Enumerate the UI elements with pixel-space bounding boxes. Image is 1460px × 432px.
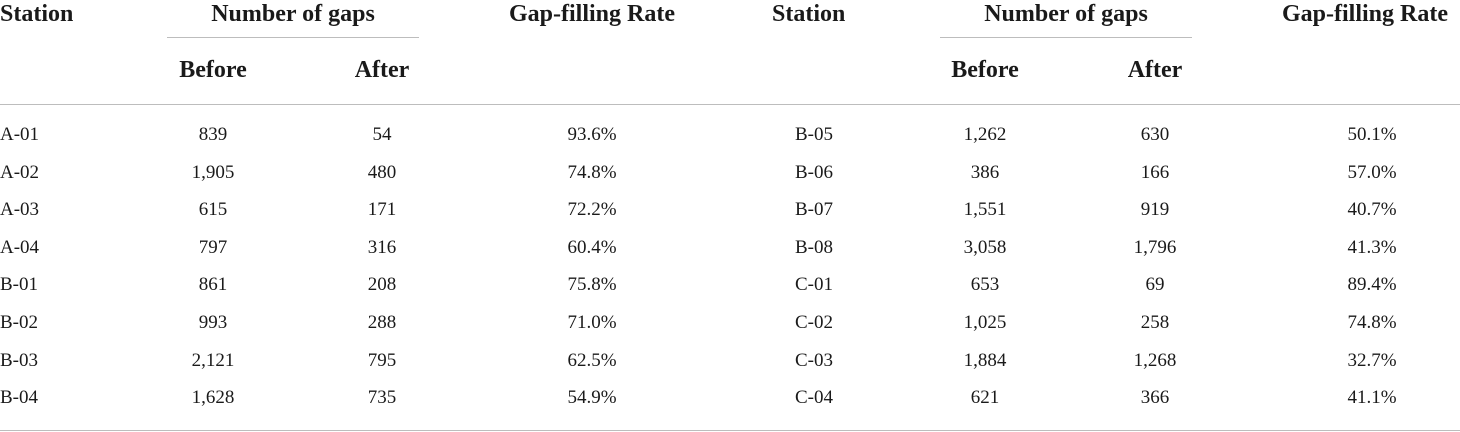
station-cell: C-01 [795, 274, 833, 295]
after-cell: 630 [1140, 124, 1170, 145]
rate-cell: 41.3% [1347, 237, 1397, 258]
rate-cell: 41.1% [1347, 387, 1397, 408]
after-cell: 258 [1140, 312, 1170, 333]
rate-cell: 74.8% [1347, 312, 1397, 333]
rate-cell: 72.2% [567, 199, 617, 220]
header-subrule-right [940, 37, 1192, 38]
before-cell: 1,262 [963, 124, 1007, 145]
rate-cell: 93.6% [567, 124, 617, 145]
station-cell: B-06 [795, 162, 833, 183]
station-cell: B-02 [0, 312, 38, 333]
before-cell: 797 [198, 237, 228, 258]
rate-cell: 54.9% [567, 387, 617, 408]
table-bottom-rule [0, 430, 1460, 431]
header-bottom-rule [0, 104, 1460, 105]
before-cell: 993 [198, 312, 228, 333]
station-cell: A-03 [0, 199, 40, 220]
rate-cell: 50.1% [1347, 124, 1397, 145]
rate-cell: 32.7% [1347, 350, 1397, 371]
after-cell: 735 [367, 387, 397, 408]
rate-cell: 71.0% [567, 312, 617, 333]
rate-cell: 62.5% [567, 350, 617, 371]
after-cell: 166 [1140, 162, 1170, 183]
rate-cell: 40.7% [1347, 199, 1397, 220]
header-gap-filling-rate-right: Gap-filling Rate [1282, 1, 1448, 27]
rate-cell: 57.0% [1347, 162, 1397, 183]
after-cell: 171 [367, 199, 397, 220]
header-after-right: After [1127, 57, 1183, 83]
rate-cell: 75.8% [567, 274, 617, 295]
before-cell: 839 [198, 124, 228, 145]
before-cell: 1,628 [191, 387, 235, 408]
after-cell: 1,268 [1133, 350, 1177, 371]
station-cell: C-02 [795, 312, 833, 333]
after-cell: 919 [1140, 199, 1170, 220]
header-subrule-left [167, 37, 419, 38]
before-cell: 1,551 [963, 199, 1007, 220]
after-cell: 54 [372, 124, 392, 145]
station-cell: B-07 [795, 199, 833, 220]
after-cell: 208 [367, 274, 397, 295]
rate-cell: 89.4% [1347, 274, 1397, 295]
station-cell: B-04 [0, 387, 38, 408]
rate-cell: 74.8% [567, 162, 617, 183]
header-number-of-gaps-right: Number of gaps [984, 1, 1148, 27]
station-cell: A-04 [0, 237, 40, 258]
station-cell: A-02 [0, 162, 40, 183]
after-cell: 480 [367, 162, 397, 183]
before-cell: 1,025 [963, 312, 1007, 333]
after-cell: 795 [367, 350, 397, 371]
after-cell: 1,796 [1133, 237, 1177, 258]
before-cell: 3,058 [963, 237, 1007, 258]
station-cell: B-01 [0, 274, 38, 295]
station-cell: C-04 [795, 387, 833, 408]
header-station-right: Station [772, 1, 846, 27]
station-cell: B-03 [0, 350, 38, 371]
header-gap-filling-rate-left: Gap-filling Rate [509, 1, 675, 27]
before-cell: 615 [198, 199, 228, 220]
before-cell: 861 [198, 274, 228, 295]
after-cell: 69 [1145, 274, 1165, 295]
rate-cell: 60.4% [567, 237, 617, 258]
after-cell: 288 [367, 312, 397, 333]
after-cell: 366 [1140, 387, 1170, 408]
station-cell: B-05 [795, 124, 833, 145]
before-cell: 621 [970, 387, 1000, 408]
before-cell: 1,884 [963, 350, 1007, 371]
header-after-left: After [354, 57, 410, 83]
before-cell: 1,905 [191, 162, 235, 183]
station-cell: C-03 [795, 350, 833, 371]
header-number-of-gaps-left: Number of gaps [211, 1, 375, 27]
header-before-right: Before [951, 57, 1019, 83]
station-cell: A-01 [0, 124, 40, 145]
before-cell: 386 [970, 162, 1000, 183]
after-cell: 316 [367, 237, 397, 258]
before-cell: 653 [970, 274, 1000, 295]
before-cell: 2,121 [191, 350, 235, 371]
header-before-left: Before [179, 57, 247, 83]
station-cell: B-08 [795, 237, 833, 258]
header-station-left: Station [0, 1, 74, 27]
